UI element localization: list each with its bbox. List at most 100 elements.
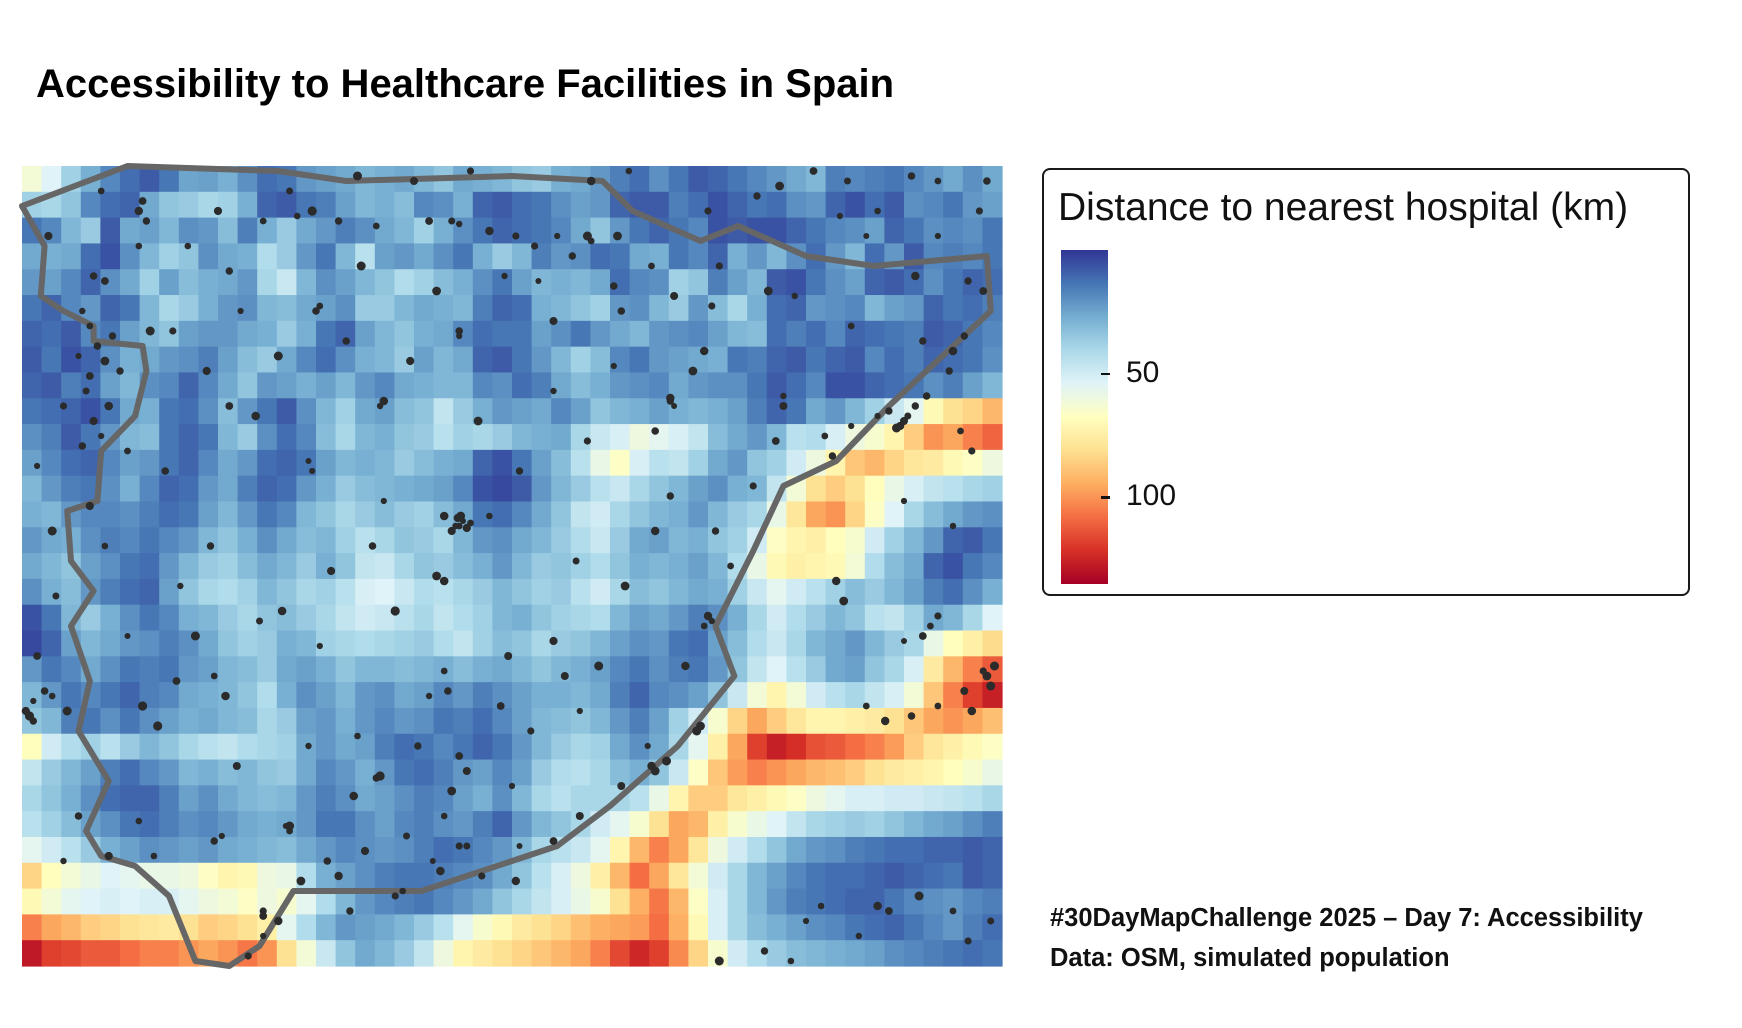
raster-cell <box>414 630 435 657</box>
raster-cell <box>845 836 866 864</box>
hospital-point <box>21 706 30 716</box>
raster-cell <box>766 682 787 709</box>
raster-cell <box>22 759 43 786</box>
raster-cell <box>884 836 905 864</box>
raster-cell <box>806 527 827 554</box>
raster-cell <box>41 398 62 425</box>
raster-cell <box>453 243 474 270</box>
raster-cell <box>453 295 474 322</box>
raster-cell <box>178 501 199 528</box>
raster-cell <box>590 707 611 735</box>
raster-cell <box>198 630 219 657</box>
raster-cell <box>590 914 611 941</box>
hospital-point <box>232 762 241 770</box>
raster-cell <box>766 604 787 632</box>
hospital-point <box>456 511 466 521</box>
raster-cell <box>453 785 474 812</box>
raster-cell <box>335 424 356 451</box>
raster-cell <box>218 398 239 425</box>
hospital-point <box>210 837 218 845</box>
legend-title: Distance to nearest hospital (km) <box>1058 186 1629 229</box>
raster-cell <box>61 888 82 915</box>
raster-cell <box>355 759 376 786</box>
raster-cell <box>590 449 611 477</box>
raster-cell <box>198 372 219 399</box>
raster-cell <box>512 217 533 245</box>
raster-cell <box>884 578 905 606</box>
raster-cell <box>590 888 611 915</box>
raster-cell <box>512 733 533 761</box>
hospital-point <box>439 511 449 521</box>
raster-cell <box>864 320 885 348</box>
raster-cell <box>668 811 689 838</box>
raster-cell <box>159 166 180 193</box>
hospital-point <box>74 812 83 820</box>
raster-cell <box>688 475 709 503</box>
hospital-point <box>900 497 908 505</box>
raster-cell <box>688 759 709 786</box>
raster-cell <box>41 785 62 812</box>
raster-cell <box>414 940 435 967</box>
hospital-point <box>251 411 260 421</box>
hospital-point <box>360 846 370 856</box>
raster-cell <box>570 862 591 890</box>
hospital-point <box>372 774 380 782</box>
raster-cell <box>120 346 141 374</box>
hospital-point <box>549 837 558 845</box>
raster-cell <box>590 475 611 503</box>
raster-cell <box>512 914 533 941</box>
hospital-point <box>440 667 448 675</box>
raster-cell <box>237 475 258 503</box>
raster-cell <box>394 733 415 761</box>
raster-cell <box>943 475 964 503</box>
raster-cell <box>159 424 180 451</box>
raster-cell <box>41 166 62 193</box>
hospital-point <box>711 527 720 535</box>
legend-tick-mark <box>1101 496 1110 499</box>
raster-cell <box>237 320 258 348</box>
raster-cell <box>825 707 846 735</box>
hospital-point <box>429 858 436 864</box>
raster-cell <box>296 630 317 657</box>
hospital-point <box>983 177 991 185</box>
raster-cell <box>414 320 435 348</box>
raster-cell <box>237 269 258 296</box>
hospital-point <box>987 917 995 925</box>
raster-cell <box>923 707 944 735</box>
raster-cell <box>472 372 493 399</box>
raster-cell <box>355 191 376 219</box>
raster-cell <box>100 501 121 528</box>
raster-cell <box>492 759 513 786</box>
raster-cell <box>374 320 395 348</box>
raster-cell <box>453 527 474 554</box>
raster-cell <box>472 501 493 528</box>
hospital-point <box>671 403 678 409</box>
raster-cell <box>904 424 925 451</box>
raster-cell <box>766 656 787 683</box>
raster-cell <box>120 604 141 632</box>
hospital-point <box>844 177 851 185</box>
hospital-point <box>414 742 422 750</box>
raster-cell <box>629 630 650 657</box>
hospital-point <box>836 212 844 220</box>
hospital-point <box>101 277 109 285</box>
raster-cell <box>864 553 885 580</box>
raster-cell <box>100 630 121 657</box>
raster-cell <box>512 346 533 374</box>
raster-cell <box>708 578 729 606</box>
raster-cell <box>159 346 180 374</box>
raster-cell <box>433 346 454 374</box>
raster-cell <box>218 191 239 219</box>
raster-cell <box>120 320 141 348</box>
raster-cell <box>41 888 62 915</box>
raster-cell <box>178 888 199 915</box>
hospital-point <box>485 226 494 236</box>
raster-cell <box>923 501 944 528</box>
raster-cell <box>727 682 748 709</box>
hospital-point <box>907 712 916 720</box>
raster-cell <box>590 836 611 864</box>
raster-cell <box>708 269 729 296</box>
raster-cell <box>316 295 337 322</box>
hospital-point <box>380 497 387 505</box>
raster-cell <box>629 269 650 296</box>
